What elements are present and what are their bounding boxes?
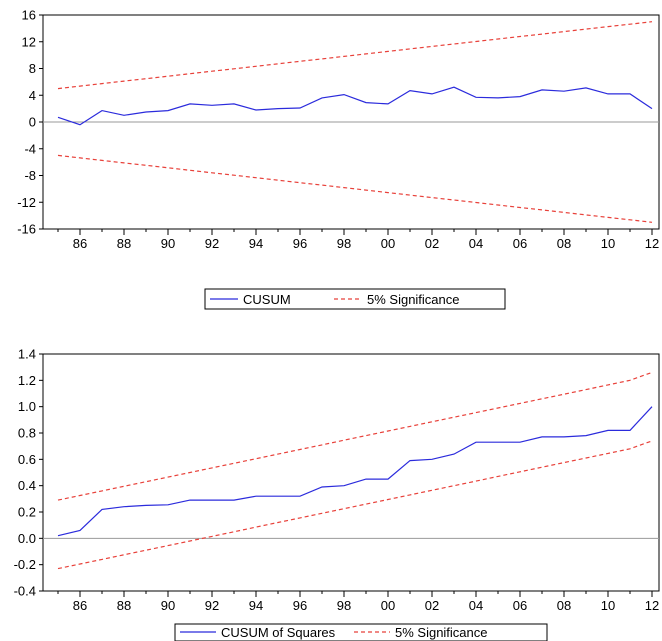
- cusum-x-tick-label: 92: [205, 236, 219, 251]
- cusum-x-tick-label: 00: [381, 236, 395, 251]
- cusum-y-tick-label: 8: [29, 61, 36, 76]
- cusum-squares-x-tick-label: 94: [249, 598, 263, 613]
- cusum-squares-x-tick-label: 06: [513, 598, 527, 613]
- cusum-x-tick-label: 98: [337, 236, 351, 251]
- cusum-squares-y-tick-label: 1.0: [18, 399, 36, 414]
- cusum-y-tick-label: 4: [29, 88, 36, 103]
- cusum-x-tick-label: 06: [513, 236, 527, 251]
- cusum-y-tick-label: 12: [22, 34, 36, 49]
- cusum-chart: 16 12 8 4 0 -4 -8 -12 -16 86 88 90 92 94 96 98 00 02 04 06…: [17, 8, 660, 310]
- cusum-x-tick-label: 12: [645, 236, 659, 251]
- cusum-squares-x-tick-label: 12: [645, 598, 659, 613]
- cusum-squares-x-tick-label: 08: [557, 598, 571, 613]
- cusum-squares-y-tick-label: 0.2: [18, 505, 36, 520]
- cusum-y-tick-label: -16: [17, 222, 36, 237]
- cusum-y-tick-label: 0: [29, 115, 36, 130]
- cusum-squares-x-tick-label: 10: [601, 598, 615, 613]
- cusum-x-tick-label: 04: [469, 236, 483, 251]
- cusum-x-tick-label: 08: [557, 236, 571, 251]
- cusum-squares-x-tick-label: 02: [425, 598, 439, 613]
- cusum-legend-label-significance: 5% Significance: [367, 292, 460, 307]
- cusum-x-tick-label: 88: [117, 236, 131, 251]
- cusum-squares-x-tick-label: 04: [469, 598, 483, 613]
- cusum-legend: CUSUM 5% Significance: [204, 288, 506, 310]
- cusum-squares-y-tick-label: 0.8: [18, 426, 36, 441]
- cusum-squares-legend: CUSUM of Squares 5% Significance: [174, 623, 548, 641]
- cusum-squares-x-tick-label: 90: [161, 598, 175, 613]
- cusum-x-tick-label: 94: [249, 236, 263, 251]
- cusum-series-5-significance-line: [57, 21, 653, 90]
- cusum-x-tick-label: 96: [293, 236, 307, 251]
- cusum-x-tick-label: 02: [425, 236, 439, 251]
- cusum-x-tick-label: 90: [161, 236, 175, 251]
- cusum-squares-x-tick-label: 88: [117, 598, 131, 613]
- cusum-series-cusum-line: [57, 86, 653, 126]
- cusum-squares-x-tick-label: 00: [381, 598, 395, 613]
- cusum-lines: [43, 21, 659, 223]
- cusum-squares-y-tick-label: 0.6: [18, 452, 36, 467]
- cusum-y-tick-label: -8: [24, 168, 36, 183]
- cusum-y-tick-label: 16: [22, 8, 36, 23]
- cusum-squares-x-tick-label: 86: [73, 598, 87, 613]
- cusum-squares-legend-label-cusum: CUSUM of Squares: [221, 625, 336, 640]
- cusum-y-tick-label: -12: [17, 195, 36, 210]
- cusum-squares-x-tick-label: 92: [205, 598, 219, 613]
- cusum-squares-chart: 1.4 1.2 1.0 0.8 0.6 0.4 0.2 0.0 -0.2 -0.4 86 88 90 9…: [14, 347, 660, 641]
- cusum-squares-x-tick-label: 98: [337, 598, 351, 613]
- cusum-y-tick-label: -4: [24, 141, 36, 156]
- cusum-squares-y-tick-label: -0.4: [14, 584, 36, 599]
- cusum-squares-x-ticks: 86 88 90 92 94 96 98 00 02 04 06 08 10 12: [57, 591, 659, 613]
- cusum-x-tick-label: 10: [601, 236, 615, 251]
- cusum-y-ticks: 16 12 8 4 0 -4 -8 -12 -16: [17, 8, 43, 237]
- cusum-squares-y-ticks: 1.4 1.2 1.0 0.8 0.6 0.4 0.2 0.0 -0.2 -0.4: [14, 347, 43, 599]
- cusum-legend-label-cusum: CUSUM: [243, 292, 291, 307]
- cusum-squares-y-tick-label: 0.0: [18, 531, 36, 546]
- cusum-squares-series-cusum-of-squares-line: [57, 406, 653, 537]
- cusum-squares-y-tick-label: 0.4: [18, 478, 36, 493]
- cusum-squares-y-tick-label: 1.4: [18, 347, 36, 362]
- cusum-squares-x-tick-label: 96: [293, 598, 307, 613]
- cusum-squares-series-5-significance-line: [57, 371, 653, 501]
- cusum-squares-lines: [43, 371, 659, 570]
- cusum-squares-plot-frame: [42, 353, 660, 592]
- cusum-squares-legend-label-significance: 5% Significance: [395, 625, 488, 640]
- cusum-series-significance-lower-line: [57, 154, 653, 223]
- cusum-squares-series-significance-lower-line: [57, 440, 653, 570]
- cusum-x-ticks: 86 88 90 92 94 96 98 00 02 04 06 08 10 12: [57, 229, 659, 251]
- cusum-x-tick-label: 86: [73, 236, 87, 251]
- cusum-squares-y-tick-label: 1.2: [18, 373, 36, 388]
- cusum-squares-y-tick-label: -0.2: [14, 557, 36, 572]
